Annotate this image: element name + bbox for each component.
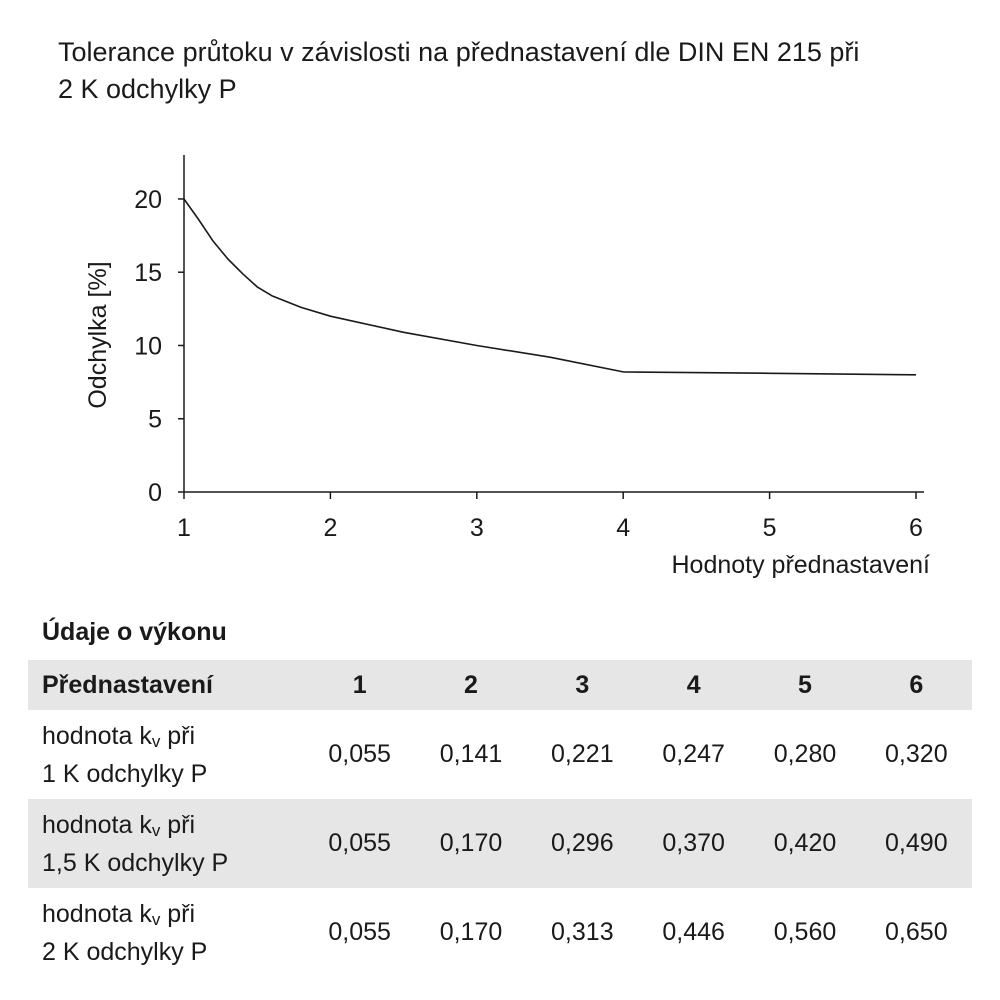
row-label-suffix: při: [160, 721, 196, 750]
deviation-series-line: [183, 198, 917, 376]
table-cell: 0,296: [551, 829, 614, 857]
row-label: hodnota kv při 1 K odchylky P: [28, 710, 304, 799]
header-col-6: 6: [860, 660, 972, 710]
table-cell: 0,247: [662, 740, 725, 768]
y-tick-label: 0: [148, 479, 162, 507]
header-col-1: 1: [304, 660, 416, 710]
header-presetting-label: Přednastavení: [28, 660, 304, 710]
row-label: hodnota kv při 2 K odchylky P: [28, 888, 304, 977]
chart-title-line-1: Tolerance průtoku v závislosti na předna…: [58, 37, 860, 67]
x-tick-label: 5: [763, 514, 777, 542]
table-row: hodnota kv při 2 K odchylky P 0,055 0,17…: [28, 888, 972, 977]
table-cell: 0,280: [773, 740, 837, 768]
table-cell: 0,370: [662, 829, 725, 857]
row-label-line2: 1,5 K odchylky P: [42, 848, 229, 877]
table-cell: 0,490: [885, 829, 948, 857]
chart-title: Tolerance průtoku v závislosti na předna…: [58, 34, 978, 108]
row-label: hodnota kv při 1,5 K odchylky P: [28, 799, 304, 888]
row-label-line2: 1 K odchylky P: [42, 759, 208, 788]
table-cell: 0,313: [551, 918, 614, 946]
table-cell: 0,420: [773, 829, 837, 857]
row-label-subscript: v: [151, 909, 161, 929]
table-cell: 0,221: [551, 740, 614, 768]
row-label-text: hodnota k: [42, 721, 152, 750]
table-header-row: Přednastavení 1 2 3 4 5 6: [28, 660, 972, 710]
tolerance-chart: 0 5 10 15 20 1 2 3 4 5 6 Odchylka [%] Hodnoty před…: [84, 155, 930, 579]
table-cell: 0,560: [773, 918, 837, 946]
table-cell: 0,055: [328, 918, 391, 946]
chart-title-line-2: 2 K odchylky P: [58, 74, 237, 104]
row-label-suffix: při: [160, 899, 196, 928]
table-cell: 0,446: [662, 918, 725, 946]
row-label-subscript: v: [151, 820, 161, 840]
row-label-text: hodnota k: [42, 810, 152, 839]
header-col-2: 2: [415, 660, 527, 710]
row-label-line2: 2 K odchylky P: [42, 937, 208, 966]
y-tick-label: 5: [148, 406, 162, 434]
table-cell: 0,141: [439, 740, 503, 768]
table-cell: 0,650: [885, 918, 948, 946]
table-cell: 0,055: [328, 740, 391, 768]
x-tick-label: 4: [616, 514, 630, 542]
x-tick-label: 6: [909, 514, 923, 542]
x-axis-label: Hodnoty přednastavení: [671, 551, 930, 579]
header-col-4: 4: [637, 660, 750, 710]
y-tick-label: 10: [134, 332, 162, 360]
table-cell: 0,170: [439, 829, 503, 857]
x-tick-label: 2: [323, 514, 337, 542]
performance-section-title: Údaje o výkonu: [42, 618, 227, 646]
table-cell: 0,170: [439, 918, 503, 946]
row-label-text: hodnota k: [42, 899, 152, 928]
chart-marks: [183, 198, 917, 376]
x-tick-label: 1: [177, 514, 191, 542]
x-tick-label: 3: [470, 514, 484, 542]
performance-table: Přednastavení 1 2 3 4 5 6 hodnota kv při…: [28, 660, 972, 977]
chart-axes: 0 5 10 15 20 1 2 3 4 5 6: [134, 155, 924, 542]
y-tick-label: 15: [134, 259, 162, 287]
header-col-3: 3: [526, 660, 638, 710]
y-axis-label: Odchylka [%]: [84, 261, 112, 408]
table-cell: 0,320: [885, 740, 948, 768]
row-label-subscript: v: [151, 731, 161, 751]
y-tick-label: 20: [134, 186, 162, 214]
table-row: hodnota kv při 1 K odchylky P 0,055 0,14…: [28, 710, 972, 799]
table-cell: 0,055: [328, 829, 391, 857]
row-label-suffix: při: [160, 810, 196, 839]
header-col-5: 5: [749, 660, 861, 710]
table-row: hodnota kv při 1,5 K odchylky P 0,055 0,…: [28, 799, 972, 888]
